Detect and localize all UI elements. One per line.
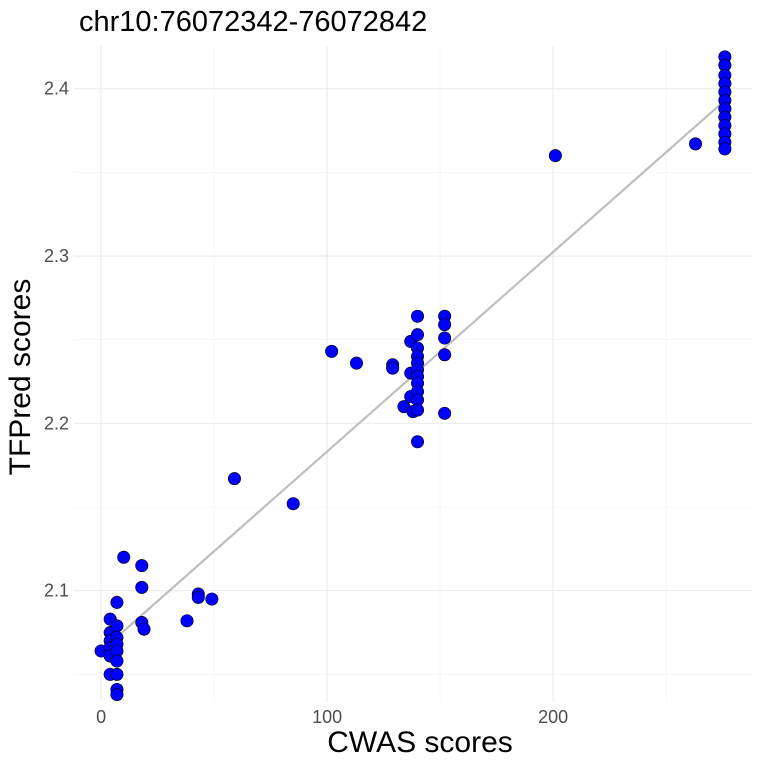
x-tick-label: 100 [312, 707, 342, 727]
x-tick-label: 0 [96, 707, 106, 727]
y-axis-tick-labels: 2.1 2.2 2.3 2.4 [44, 79, 69, 601]
data-point [191, 590, 205, 604]
data-point [135, 580, 149, 594]
data-point [110, 595, 124, 609]
y-tick-label: 2.1 [44, 581, 69, 601]
data-point [110, 667, 124, 681]
x-axis-tick-labels: 0 100 200 [96, 707, 568, 727]
chart-title: chr10:76072342-76072842 [79, 6, 427, 38]
data-point [135, 559, 149, 573]
data-points [94, 50, 732, 701]
data-point [110, 619, 124, 633]
data-point [205, 592, 219, 606]
data-point [411, 403, 425, 417]
data-point [548, 149, 562, 163]
y-axis-title: TFPred scores [4, 279, 37, 476]
data-point [438, 331, 452, 345]
data-point [349, 356, 363, 370]
data-point [411, 309, 425, 323]
data-point [718, 142, 732, 156]
x-tick-label: 200 [538, 707, 568, 727]
data-point [325, 344, 339, 358]
data-point [411, 435, 425, 449]
data-point [386, 361, 400, 375]
data-point [411, 328, 425, 342]
major-gridlines [74, 46, 752, 702]
x-axis-title: CWAS scores [327, 726, 513, 759]
data-point [110, 687, 124, 701]
data-point [180, 614, 194, 628]
y-tick-label: 2.3 [44, 246, 69, 266]
y-tick-label: 2.4 [44, 79, 69, 99]
data-point [117, 550, 131, 564]
data-point [438, 318, 452, 332]
data-point [438, 348, 452, 362]
y-tick-label: 2.2 [44, 413, 69, 433]
data-point [137, 622, 151, 636]
data-point [438, 406, 452, 420]
data-point [286, 497, 300, 511]
data-point [110, 654, 124, 668]
data-point [688, 137, 702, 151]
data-point [227, 472, 241, 486]
